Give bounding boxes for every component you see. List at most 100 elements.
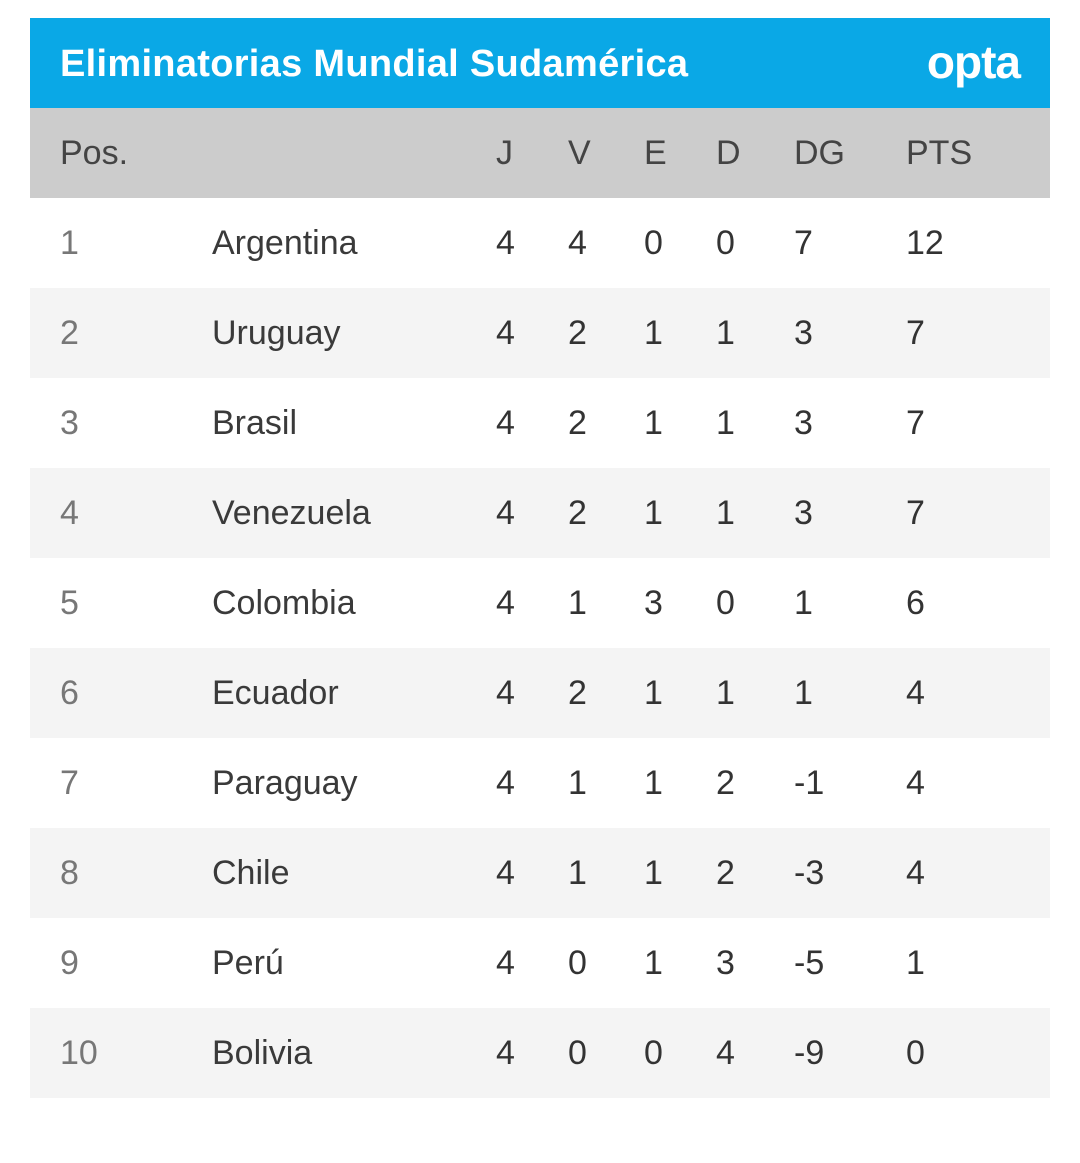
row-dg: -1 [794,764,825,802]
row-e: 1 [644,314,663,352]
standings-card: Eliminatorias Mundial Sudamérica opta Po… [30,18,1050,1098]
row-pts: 0 [906,1034,925,1072]
row-d: 2 [716,764,735,802]
row-d: 0 [716,584,735,622]
table-header: Pos. J V E D DG PTS [30,108,1050,198]
row-v: 2 [568,314,587,352]
row-j: 4 [496,1034,515,1072]
row-dg: 1 [794,674,813,712]
table-row: 1 Argentina 4 4 0 0 7 12 [30,198,1050,288]
row-pos: 6 [60,674,79,712]
row-d: 2 [716,854,735,892]
row-pos: 5 [60,584,79,622]
row-j: 4 [496,404,515,442]
row-j: 4 [496,854,515,892]
row-j: 4 [496,494,515,532]
row-pts: 4 [906,764,925,802]
row-dg: 3 [794,494,813,532]
row-pos: 4 [60,494,79,532]
row-v: 0 [568,944,587,982]
header-pts: PTS [906,134,973,172]
table-row: 2 Uruguay 4 2 1 1 3 7 [30,288,1050,378]
row-v: 1 [568,854,587,892]
row-pos: 10 [60,1034,98,1072]
row-pts: 1 [906,944,925,982]
row-e: 1 [644,404,663,442]
header-j: J [496,134,513,172]
table-row: 9 Perú 4 0 1 3 -5 1 [30,918,1050,1008]
header-e: E [644,134,667,172]
table-row: 10 Bolivia 4 0 0 4 -9 0 [30,1008,1050,1098]
table-row: 3 Brasil 4 2 1 1 3 7 [30,378,1050,468]
row-team: Perú [212,944,284,982]
row-pts: 4 [906,674,925,712]
row-v: 2 [568,494,587,532]
row-e: 1 [644,494,663,532]
row-d: 1 [716,314,735,352]
row-j: 4 [496,944,515,982]
row-e: 0 [644,224,663,262]
row-pos: 7 [60,764,79,802]
row-dg: 3 [794,314,813,352]
header-dg: DG [794,134,845,172]
row-team: Uruguay [212,314,341,352]
row-dg: -3 [794,854,825,892]
row-e: 1 [644,944,663,982]
row-pos: 1 [60,224,79,262]
row-pts: 4 [906,854,925,892]
row-v: 2 [568,404,587,442]
table-row: 7 Paraguay 4 1 1 2 -1 4 [30,738,1050,828]
row-team: Colombia [212,584,356,622]
row-team: Paraguay [212,764,358,802]
row-pts: 7 [906,314,925,352]
row-j: 4 [496,584,515,622]
header-d: D [716,134,741,172]
table-row: 8 Chile 4 1 1 2 -3 4 [30,828,1050,918]
title-banner: Eliminatorias Mundial Sudamérica opta [30,18,1050,108]
row-team: Argentina [212,224,358,262]
table-row: 4 Venezuela 4 2 1 1 3 7 [30,468,1050,558]
opta-logo: opta [926,36,1021,88]
row-j: 4 [496,764,515,802]
row-d: 1 [716,494,735,532]
row-dg: 7 [794,224,813,262]
header-pos: Pos. [60,134,129,172]
row-team: Venezuela [212,494,371,532]
row-team: Chile [212,854,290,892]
row-e: 3 [644,584,663,622]
row-v: 1 [568,764,587,802]
row-v: 2 [568,674,587,712]
row-pts: 12 [906,224,944,262]
row-pts: 7 [906,404,925,442]
row-d: 1 [716,674,735,712]
row-pos: 8 [60,854,79,892]
row-pts: 7 [906,494,925,532]
row-v: 1 [568,584,587,622]
row-dg: -9 [794,1034,825,1072]
row-d: 4 [716,1034,735,1072]
table-row: 6 Ecuador 4 2 1 1 1 4 [30,648,1050,738]
row-j: 4 [496,224,515,262]
row-dg: 1 [794,584,813,622]
row-dg: -5 [794,944,825,982]
table-title: Eliminatorias Mundial Sudamérica [60,43,689,85]
header-v: V [568,134,591,172]
row-pos: 9 [60,944,79,982]
row-d: 3 [716,944,735,982]
row-e: 1 [644,764,663,802]
row-pos: 3 [60,404,79,442]
row-j: 4 [496,314,515,352]
row-d: 0 [716,224,735,262]
row-team: Bolivia [212,1034,313,1072]
row-team: Ecuador [212,674,339,712]
row-v: 0 [568,1034,587,1072]
row-e: 1 [644,854,663,892]
row-e: 1 [644,674,663,712]
row-pts: 6 [906,584,925,622]
row-dg: 3 [794,404,813,442]
row-d: 1 [716,404,735,442]
row-team: Brasil [212,404,298,442]
row-j: 4 [496,674,515,712]
table-row: 5 Colombia 4 1 3 0 1 6 [30,558,1050,648]
row-e: 0 [644,1034,663,1072]
